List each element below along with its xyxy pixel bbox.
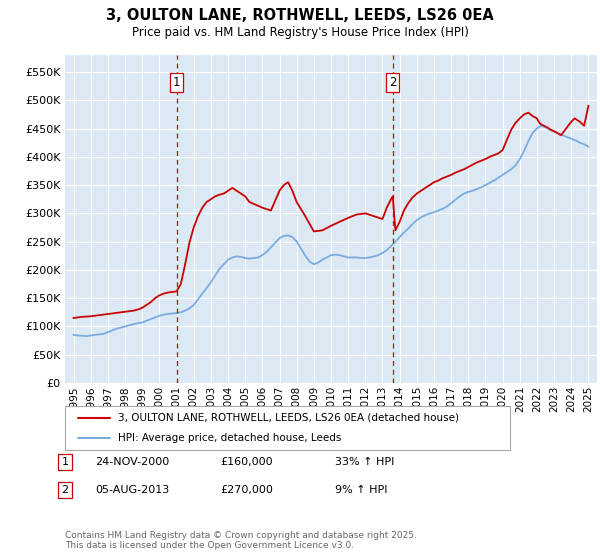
Text: 3, OULTON LANE, ROTHWELL, LEEDS, LS26 0EA: 3, OULTON LANE, ROTHWELL, LEEDS, LS26 0E…	[106, 8, 494, 23]
Text: 1: 1	[173, 76, 180, 90]
Text: 05-AUG-2013: 05-AUG-2013	[95, 485, 169, 495]
Text: HPI: Average price, detached house, Leeds: HPI: Average price, detached house, Leed…	[118, 433, 342, 443]
Text: £160,000: £160,000	[220, 457, 272, 467]
Text: 24-NOV-2000: 24-NOV-2000	[95, 457, 169, 467]
Text: 9% ↑ HPI: 9% ↑ HPI	[335, 485, 388, 495]
Text: £270,000: £270,000	[220, 485, 273, 495]
Text: 3, OULTON LANE, ROTHWELL, LEEDS, LS26 0EA (detached house): 3, OULTON LANE, ROTHWELL, LEEDS, LS26 0E…	[118, 413, 460, 423]
Text: 33% ↑ HPI: 33% ↑ HPI	[335, 457, 394, 467]
Text: Contains HM Land Registry data © Crown copyright and database right 2025.
This d: Contains HM Land Registry data © Crown c…	[65, 531, 417, 550]
Text: Price paid vs. HM Land Registry's House Price Index (HPI): Price paid vs. HM Land Registry's House …	[131, 26, 469, 39]
Text: 2: 2	[389, 76, 397, 90]
Text: 2: 2	[61, 485, 68, 495]
Text: 1: 1	[62, 457, 68, 467]
